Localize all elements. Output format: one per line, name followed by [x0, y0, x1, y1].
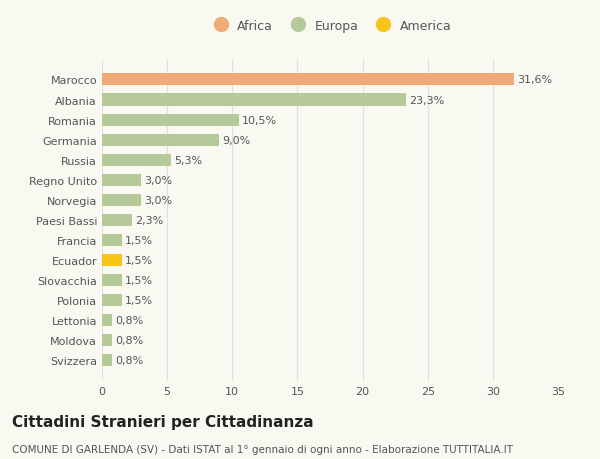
- Text: 0,8%: 0,8%: [116, 355, 144, 365]
- Text: 1,5%: 1,5%: [125, 235, 153, 245]
- Bar: [102, 235, 122, 246]
- Text: 1,5%: 1,5%: [125, 255, 153, 265]
- Text: 5,3%: 5,3%: [175, 155, 202, 165]
- Bar: [102, 134, 219, 146]
- Text: 31,6%: 31,6%: [517, 75, 552, 85]
- Legend: Africa, Europa, America: Africa, Europa, America: [203, 15, 457, 38]
- Text: 3,0%: 3,0%: [145, 175, 172, 185]
- Bar: [102, 214, 132, 226]
- Bar: [102, 334, 112, 347]
- Bar: [102, 294, 122, 306]
- Text: 9,0%: 9,0%: [223, 135, 251, 146]
- Bar: [102, 354, 112, 366]
- Text: 1,5%: 1,5%: [125, 295, 153, 305]
- Text: 1,5%: 1,5%: [125, 275, 153, 285]
- Bar: [102, 114, 239, 126]
- Bar: [102, 74, 514, 86]
- Bar: [102, 194, 141, 206]
- Text: Cittadini Stranieri per Cittadinanza: Cittadini Stranieri per Cittadinanza: [12, 414, 314, 429]
- Bar: [102, 94, 406, 106]
- Text: COMUNE DI GARLENDA (SV) - Dati ISTAT al 1° gennaio di ogni anno - Elaborazione T: COMUNE DI GARLENDA (SV) - Dati ISTAT al …: [12, 444, 513, 454]
- Text: 2,3%: 2,3%: [135, 215, 163, 225]
- Bar: [102, 254, 122, 266]
- Text: 10,5%: 10,5%: [242, 115, 277, 125]
- Text: 0,8%: 0,8%: [116, 315, 144, 325]
- Text: 3,0%: 3,0%: [145, 196, 172, 205]
- Bar: [102, 314, 112, 326]
- Bar: [102, 174, 141, 186]
- Text: 23,3%: 23,3%: [409, 95, 444, 105]
- Text: 0,8%: 0,8%: [116, 336, 144, 345]
- Bar: [102, 274, 122, 286]
- Bar: [102, 154, 171, 166]
